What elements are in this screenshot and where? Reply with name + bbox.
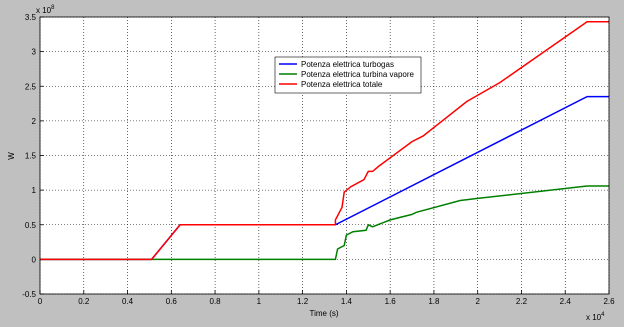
y-tick-label: 0.5 bbox=[25, 221, 37, 230]
x-multiplier-exponent: 4 bbox=[601, 312, 605, 318]
x-tick-label: 2 bbox=[475, 297, 480, 306]
axes-frame bbox=[39, 16, 610, 295]
y-axis-label: W bbox=[7, 152, 16, 160]
x-tick-label: 1.4 bbox=[341, 297, 353, 306]
x-tick-label: 2.4 bbox=[560, 297, 572, 306]
x-tick-label: 2.6 bbox=[603, 297, 615, 306]
y-multiplier-exponent: 8 bbox=[51, 5, 55, 11]
x-tick-label: 1.8 bbox=[428, 297, 440, 306]
x-tick-label: 0.8 bbox=[210, 297, 222, 306]
x-tick-label: 0 bbox=[38, 297, 43, 306]
y-tick-label: 2.5 bbox=[25, 82, 37, 91]
legend-box bbox=[274, 56, 422, 94]
y-tick-label: 0 bbox=[32, 255, 37, 264]
line bbox=[40, 185, 609, 261]
y-multiplier: x 108 bbox=[36, 5, 55, 15]
x-axis-label: Time (s) bbox=[309, 309, 338, 318]
legend-label: Potenza elettrica totale bbox=[301, 80, 383, 89]
x-multiplier: x 104 bbox=[586, 312, 605, 322]
x-tick-label: 1.2 bbox=[297, 297, 309, 306]
x-tick-label: 0.4 bbox=[122, 297, 134, 306]
y-tick-label: 1.5 bbox=[25, 152, 37, 161]
x-multiplier-base: x 10 bbox=[586, 313, 602, 322]
y-tick-label: 3.5 bbox=[25, 13, 37, 22]
x-tick-label: 0.2 bbox=[78, 297, 90, 306]
legend-label: Potenza elettrica turbogas bbox=[301, 60, 394, 69]
x-tick-label: 1 bbox=[257, 297, 262, 306]
y-tick-label: 3 bbox=[32, 48, 37, 57]
legend-label: Potenza elettrica turbina vapore bbox=[301, 70, 415, 79]
y-tick-label: 1 bbox=[32, 186, 37, 195]
x-tick-label: 0.6 bbox=[166, 297, 178, 306]
line bbox=[40, 21, 609, 261]
y-tick-label: -0.5 bbox=[22, 290, 36, 299]
y-multiplier-base: x 10 bbox=[36, 6, 52, 15]
x-tick-label: 1.6 bbox=[385, 297, 397, 306]
y-tick-label: 2 bbox=[32, 117, 37, 126]
x-tick-label: 2.2 bbox=[516, 297, 528, 306]
